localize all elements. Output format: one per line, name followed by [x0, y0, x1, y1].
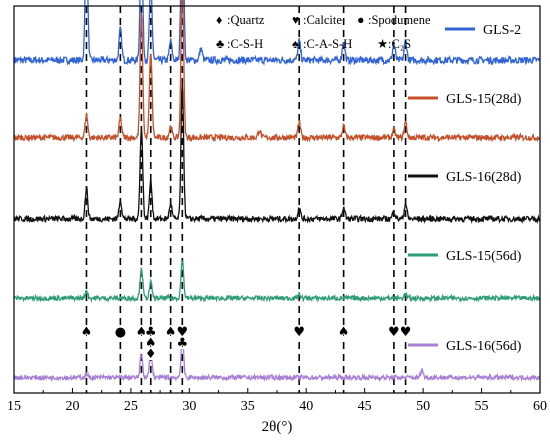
x-tick-label: 50: [416, 399, 430, 414]
marker-backdrop: [80, 325, 93, 338]
marker-backdrop: [164, 325, 177, 338]
key-label: :C-S-H: [227, 37, 263, 51]
marker-backdrop: [337, 325, 350, 338]
key-label: :C-A-S-H: [303, 37, 352, 51]
legend-label: GLS-2: [483, 23, 521, 38]
legend-label: GLS-15(56d): [446, 249, 522, 264]
marker-backdrop: [399, 325, 412, 338]
x-tick-label: 30: [182, 399, 196, 414]
peak-marker: ♠: [81, 325, 93, 340]
marker-backdrop: [387, 325, 400, 338]
x-tick-label: 25: [124, 399, 138, 414]
x-axis: 15 20 25 30 35 40 45 50 55 60: [7, 388, 547, 414]
series-line: [13, 0, 541, 66]
x-axis-label: 2θ(°): [262, 419, 293, 435]
x-tick-label: 15: [7, 399, 21, 414]
reference-lines: [85, 6, 407, 393]
plot-frame: [13, 5, 541, 394]
marker-backdrop: [293, 325, 306, 338]
series-line: [13, 82, 541, 225]
peak-marker: ♥: [176, 325, 188, 340]
peak-marker: ♥: [400, 325, 412, 340]
key-symbol: ♥: [292, 13, 299, 27]
key-symbol: ★: [377, 37, 388, 51]
key-symbol: ♦: [216, 13, 222, 27]
peak-marker: ♣: [176, 336, 188, 351]
peak-marker: ●: [115, 325, 126, 340]
marker-backdrop: [144, 325, 157, 338]
peak-marker: ♥: [388, 325, 400, 340]
key-symbol: ♣: [216, 37, 224, 51]
peak-marker: ♠: [165, 325, 177, 340]
key-symbol: ●: [357, 13, 365, 27]
peak-marker: ♠: [338, 325, 350, 340]
x-tick-label: 35: [241, 399, 255, 414]
key-label: :Calcite: [303, 13, 342, 27]
marker-backdrop: [144, 347, 157, 360]
peak-marker: ♠: [145, 336, 157, 351]
legend-label: GLS-16(28d): [446, 170, 522, 185]
phase-key: ♦ :Quartz ♥ :Calcite ●:Spodumene ♣:C-S-H ♠ :C-A…: [216, 13, 431, 51]
series-line: [13, 258, 541, 303]
marker-backdrop: [144, 336, 157, 349]
x-tick-label: 55: [475, 399, 489, 414]
series-line: [13, 0, 541, 143]
legend-label: GLS-15(28d): [446, 92, 522, 107]
key-label: :Spodumene: [368, 13, 431, 27]
legend: GLS-2 GLS-15(28d) GLS-16(28d) GLS-15(56d) GL…: [408, 23, 522, 354]
peak-marker: ♣: [145, 325, 157, 340]
marker-backdrop: [135, 325, 148, 338]
key-label: :Quartz: [227, 13, 265, 27]
peak-marker: ♦: [145, 347, 157, 362]
key-label: :C₂S: [388, 37, 411, 51]
key-symbol: ♠: [292, 37, 299, 51]
x-tick-label: 45: [358, 399, 372, 414]
marker-backdrop: [176, 325, 189, 338]
peak-marker: ♠: [136, 325, 148, 340]
peak-marker: ♥: [293, 325, 305, 340]
marker-backdrop: [114, 325, 127, 338]
series-line: [13, 338, 541, 383]
x-tick-label: 40: [299, 399, 313, 414]
legend-label: GLS-16(56d): [446, 339, 522, 354]
x-tick-label: 60: [533, 399, 547, 414]
marker-backdrop: [176, 336, 189, 349]
series-lines: [13, 0, 541, 383]
peak-markers: ♠ ● ♠♣♠♦♠ ♥♣♥ ♠ ♥ ♥: [80, 325, 412, 362]
x-tick-label: 20: [65, 399, 79, 414]
